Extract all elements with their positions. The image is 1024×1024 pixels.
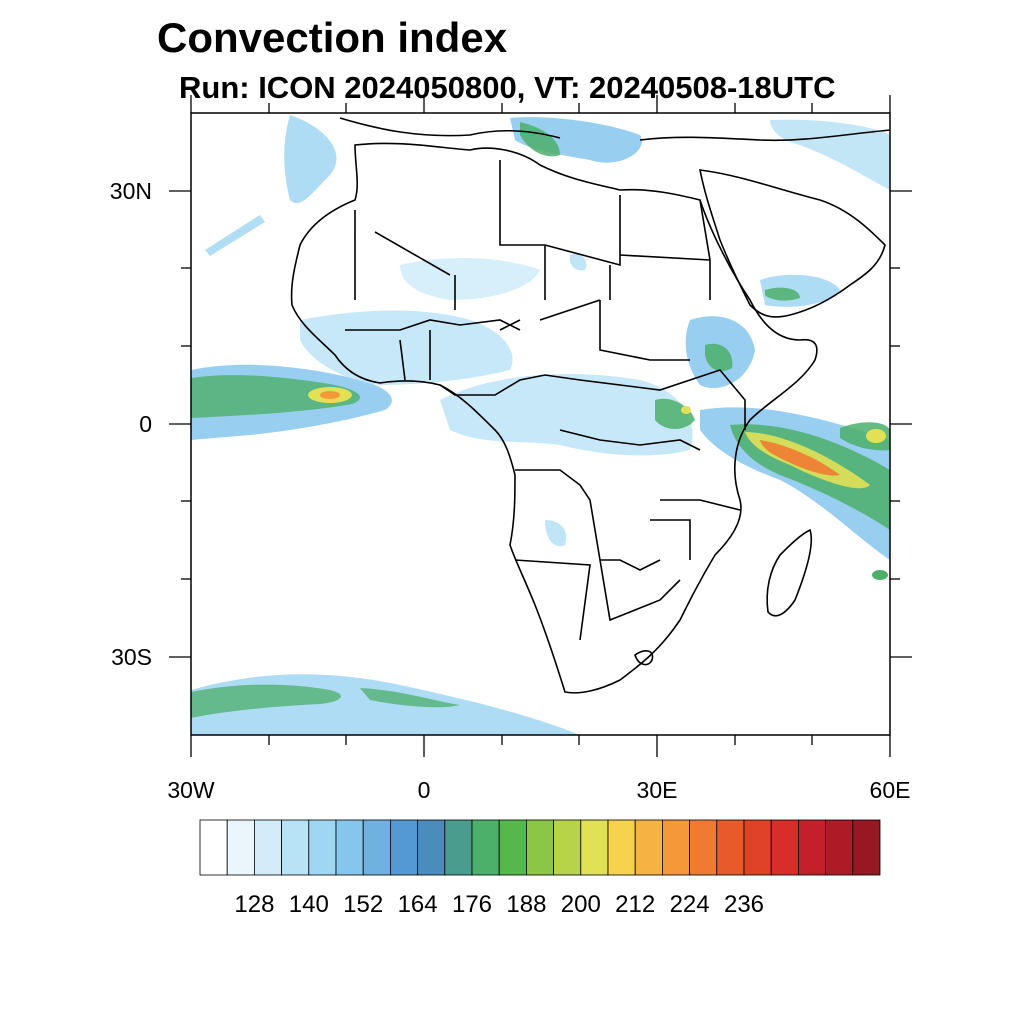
- convection-area: [300, 310, 513, 385]
- convection-area: [765, 287, 800, 301]
- colorbar-swatch: [526, 819, 555, 876]
- convection-area: [284, 115, 337, 204]
- colorbar-label: 224: [670, 891, 710, 918]
- convection-area: [205, 215, 265, 256]
- lat-label-0: 0: [139, 411, 152, 437]
- colorbar-label: 212: [615, 891, 655, 918]
- colorbar-label: 200: [561, 891, 601, 918]
- convection-core: [866, 429, 886, 443]
- turkey-coastline: [639, 129, 890, 142]
- colorbar-swatch: [389, 819, 418, 876]
- country-border: [514, 469, 741, 641]
- colorbar-swatch: [607, 819, 636, 876]
- colorbar-swatch: [253, 819, 282, 876]
- country-border: [559, 300, 701, 451]
- colorbar-swatch: [335, 819, 364, 876]
- lon-label-30w: 30W: [167, 777, 215, 803]
- lat-label-30n: 30N: [110, 178, 152, 204]
- africa-coastline: [290, 142, 818, 694]
- convection-area: [569, 253, 587, 271]
- lat-label-30s: 30S: [111, 644, 152, 670]
- colorbar: 128 140 152 164 176 188 200 212 224 236: [199, 819, 881, 918]
- colorbar-swatch: [662, 819, 691, 876]
- colorbar-swatch: [226, 819, 255, 876]
- colorbar-label: 152: [343, 891, 383, 918]
- convection-area: [655, 398, 695, 429]
- country-border: [345, 319, 521, 381]
- convection-core: [681, 406, 691, 414]
- colorbar-swatch: [743, 819, 772, 876]
- convection-area: [400, 258, 540, 300]
- convection-area: [705, 343, 733, 372]
- country-border: [354, 160, 711, 331]
- colorbar-swatch: [199, 819, 228, 876]
- chart-subtitle: Run: ICON 2024050800, VT: 20240508-18UTC: [179, 70, 836, 105]
- lon-label-60e: 60E: [870, 777, 911, 803]
- colorbar-swatch: [580, 819, 609, 876]
- country-border: [439, 369, 746, 430]
- colorbar-swatch: [798, 819, 827, 876]
- colorbar-label: 176: [452, 891, 492, 918]
- colorbar-label: 188: [506, 891, 546, 918]
- colorbar-swatch: [444, 819, 473, 876]
- lon-label-30e: 30E: [637, 777, 678, 803]
- colorbar-swatch: [852, 819, 881, 876]
- convection-area: [360, 688, 460, 708]
- convection-core: [320, 391, 340, 399]
- colorbar-swatch: [716, 819, 745, 876]
- convection-core: [872, 570, 888, 580]
- colorbar-label: 140: [289, 891, 329, 918]
- colorbar-swatch: [498, 819, 527, 876]
- europe-coastline: [339, 117, 561, 139]
- convection-area: [191, 684, 341, 718]
- convection-area: [440, 374, 693, 456]
- convection-area: [770, 119, 890, 190]
- convection-area: [520, 122, 560, 157]
- colorbar-swatch: [553, 819, 582, 876]
- colorbar-swatch: [308, 819, 337, 876]
- colorbar-swatch: [281, 819, 310, 876]
- chart-title: Convection index: [157, 14, 508, 61]
- colorbar-swatch: [689, 819, 718, 876]
- colorbar-label: 164: [398, 891, 438, 918]
- colorbar-label: 128: [234, 891, 274, 918]
- convection-field: [191, 115, 890, 735]
- colorbar-label: 236: [724, 891, 764, 918]
- convection-area: [510, 117, 642, 163]
- colorbar-swatch: [362, 819, 391, 876]
- lesotho-border: [634, 650, 654, 666]
- convection-area: [545, 520, 567, 547]
- colorbar-swatch: [471, 819, 500, 876]
- colorbar-swatch: [417, 819, 446, 876]
- axis-ticks: [169, 95, 912, 757]
- colorbar-swatch: [825, 819, 854, 876]
- colorbar-swatch: [634, 819, 663, 876]
- convection-area: [760, 440, 840, 476]
- coastlines: [290, 117, 890, 694]
- convection-area: [191, 375, 361, 418]
- arabia-coastline: [698, 169, 886, 318]
- lon-label-0: 0: [418, 777, 431, 803]
- colorbar-swatch: [770, 819, 799, 876]
- madagascar-coastline: [766, 528, 813, 617]
